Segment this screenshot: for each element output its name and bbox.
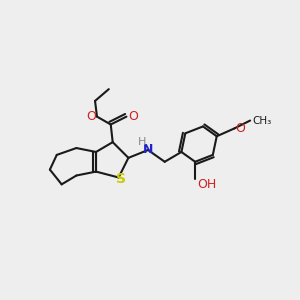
Text: N: N	[143, 143, 153, 157]
Text: O: O	[236, 122, 245, 135]
Text: O: O	[128, 110, 138, 123]
Text: O: O	[86, 110, 96, 123]
Text: CH₃: CH₃	[252, 116, 271, 126]
Text: H: H	[138, 137, 146, 147]
Text: S: S	[116, 172, 126, 186]
Text: OH: OH	[197, 178, 216, 191]
